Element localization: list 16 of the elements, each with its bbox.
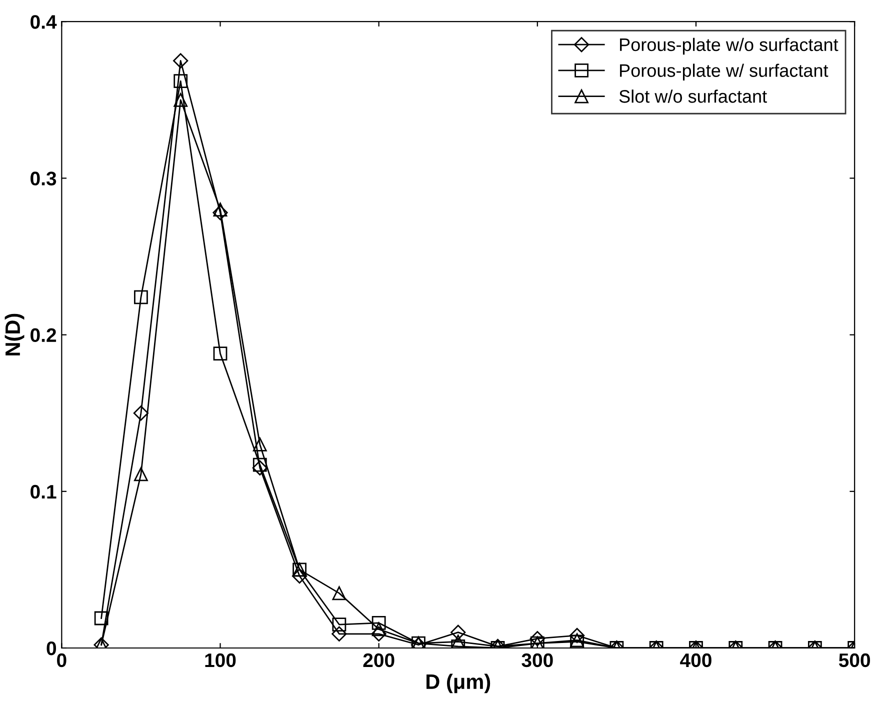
x-tick-label: 400 <box>680 653 712 668</box>
y-tick-label: 0.1 <box>30 484 56 499</box>
y-tick-label: 0.3 <box>30 172 56 186</box>
x-tick-label: 300 <box>522 653 553 668</box>
legend-label: Slot w/o surfactant <box>619 90 767 103</box>
y-axis-title: N(D) <box>4 314 24 356</box>
x-axis-title: D (μm) <box>426 674 490 694</box>
y-tick-label: 0.2 <box>30 328 56 342</box>
y-tick-label: 0.4 <box>30 15 57 29</box>
legend-label: Porous-plate w/ surfactant <box>620 64 828 81</box>
x-tick-label: 500 <box>838 653 870 668</box>
x-tick-label: 100 <box>205 653 236 668</box>
x-tick-label: 0 <box>57 653 66 668</box>
y-tick-label: 0 <box>46 641 56 656</box>
x-tick-label: 200 <box>363 653 394 668</box>
legend-label: Porous-plate w/o surfactant <box>620 38 838 55</box>
